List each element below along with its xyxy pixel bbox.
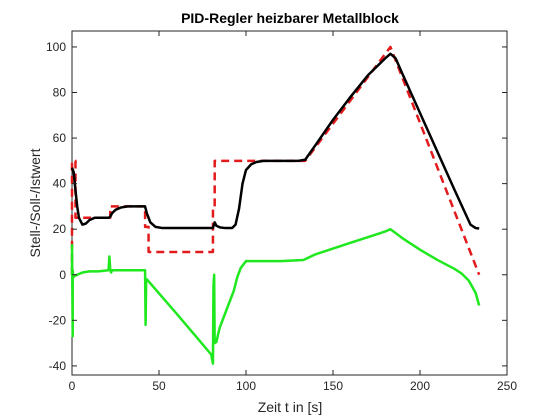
y-axis-label: Stell-/Soll-/Istwert [27, 148, 43, 257]
y-tick-label: -20 [49, 313, 67, 327]
x-tick-label: 250 [497, 379, 517, 393]
y-tick-label: -40 [49, 359, 67, 373]
x-tick-label: 0 [69, 379, 76, 393]
y-tick-label: 40 [53, 177, 67, 191]
y-tick-label: 0 [59, 268, 66, 282]
ticks-layer: 0 50 100 150 200 250 -40 -20 0 20 40 60 80 100 [46, 31, 517, 393]
series-line-stellwert [70, 227, 481, 365]
chart-title: PID-Regler heizbarer Metallblock [181, 10, 399, 26]
series-line-istwert [70, 52, 480, 230]
plot-area [71, 30, 508, 376]
series-layer [70, 45, 481, 365]
y-tick-label: 20 [53, 222, 67, 236]
y-tick-label: 100 [46, 40, 66, 54]
x-tick-label: 100 [236, 379, 256, 393]
y-tick-label: 60 [53, 131, 67, 145]
x-tick-label: 150 [323, 379, 343, 393]
x-tick-label: 200 [410, 379, 430, 393]
plot-frame [71, 30, 508, 376]
series-line-sollwert [70, 45, 481, 276]
x-tick-label: 50 [152, 379, 166, 393]
x-axis-label: Zeit t in [s] [258, 399, 323, 415]
y-tick-label: 80 [53, 86, 67, 100]
